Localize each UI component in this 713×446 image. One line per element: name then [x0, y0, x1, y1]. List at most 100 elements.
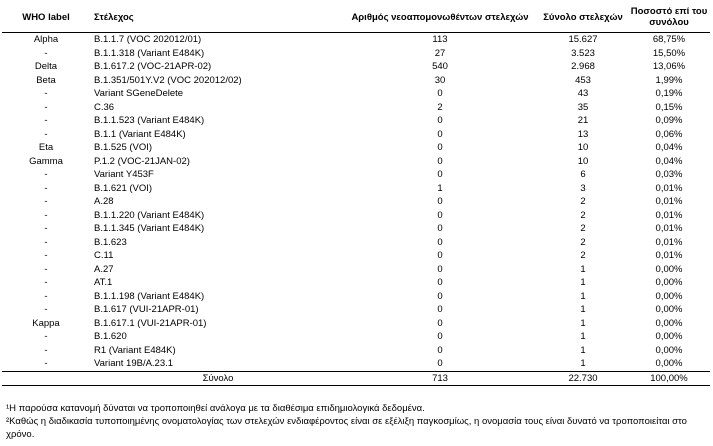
table-cell: 0: [437, 358, 443, 369]
table-cell: 0: [437, 317, 443, 329]
header-cell: Σύνολο στελεχών: [538, 2, 628, 33]
table-cell: 0: [437, 209, 443, 221]
table-cell: Variant 19B/A.23.1: [94, 358, 174, 369]
header-cell: WHO label: [2, 2, 90, 33]
header-cell: Στέλεχος: [90, 2, 342, 33]
table-cell: 0,19%: [655, 88, 683, 99]
table-cell: 15,50%: [652, 47, 686, 59]
table-cell: -: [44, 115, 48, 126]
table-cell: 0,00%: [655, 263, 683, 275]
table-row: - B.1.1.318 (Variant E484K) 27 3.523 15,50%: [2, 47, 710, 61]
table-row: - R1 (Variant E484K) 0 1 0,00%: [2, 344, 710, 358]
table-row: - Variant SGeneDelete 0 43 0,19%: [2, 87, 710, 101]
table-cell: 1: [580, 317, 586, 329]
table-cell: Gamma: [29, 155, 63, 167]
table-cell: B.1.1 (Variant E484K): [94, 128, 186, 140]
table-cell: 0,09%: [655, 115, 683, 126]
table-cell: B.1.620: [94, 331, 127, 342]
table-row: - B.1.1.523 (Variant E484K) 0 21 0,09%: [2, 114, 710, 128]
table-row: - A.27 0 1 0,00%: [2, 263, 710, 277]
table-cell: Kappa: [32, 317, 60, 329]
table-cell: 0,04%: [655, 155, 683, 167]
table-cell: 1: [580, 358, 586, 369]
table-cell: B.1.621 (VOI): [94, 182, 153, 194]
table-cell: -: [44, 101, 48, 113]
table-cell: 2: [580, 209, 586, 221]
total-row: Σύνολο 713 22.730 100,00%: [2, 370, 710, 386]
table-row: - AT.1 0 1 0,00%: [2, 276, 710, 290]
table-row: Beta B.1.351/501Y.V2 (VOC 202012/02) 30 453…: [2, 74, 710, 88]
table-cell: Delta: [34, 61, 58, 72]
table-cell: 0: [437, 344, 443, 356]
table-cell: 0,00%: [655, 358, 683, 369]
table-cell: 3: [580, 182, 586, 194]
table-cell: -: [44, 169, 48, 180]
table-row: Kappa B.1.617.1 (VUI-21APR-01) 0 1 0,00%: [2, 317, 710, 331]
table-cell: 0,00%: [655, 304, 683, 315]
table-row: - C.36 2 35 0,15%: [2, 101, 710, 115]
table-cell: -: [44, 277, 48, 288]
table-cell: 1,99%: [655, 74, 683, 86]
table-cell: 0,01%: [655, 223, 683, 234]
table-cell: 0: [437, 277, 443, 288]
table-row: - B.1.1.345 (Variant E484K) 0 2 0,01%: [2, 222, 710, 236]
footnote: ²Καθώς η διαδικασία τυποποιημένης ονοματ…: [6, 416, 687, 440]
table-cell: Alpha: [33, 34, 59, 45]
footnotes: ¹Η παρούσα κατανομή δύναται να τροποποιη…: [6, 402, 706, 441]
table-cell: 453: [575, 74, 591, 86]
table-cell: 0,15%: [655, 101, 683, 113]
table-cell: B.1.1.345 (Variant E484K): [94, 223, 205, 234]
table-cell: AT.1: [94, 277, 113, 288]
table-cell: 1: [580, 263, 586, 275]
table-cell: Eta: [38, 142, 54, 153]
table-row: - B.1.623 0 2 0,01%: [2, 236, 710, 250]
table-row: - Variant Y453F 0 6 0,03%: [2, 168, 710, 182]
table-cell: A.28: [94, 196, 114, 207]
table-row: - B.1.617 (VUI-21APR-01) 0 1 0,00%: [2, 303, 710, 317]
table-cell: 2: [580, 250, 586, 261]
table-cell: 13: [577, 128, 589, 140]
table-cell: 2: [580, 236, 586, 248]
table-cell: 13,06%: [652, 61, 686, 72]
table-cell: 1: [580, 331, 586, 342]
table-cell: B.1.1.7 (VOC 202012/01): [94, 34, 202, 45]
table-cell: [2, 370, 90, 386]
table-cell: 43: [577, 88, 589, 99]
table-cell: 0,01%: [655, 182, 683, 194]
table-cell: B.1.1.198 (Variant E484K): [94, 290, 205, 302]
table-cell: B.1.623: [94, 236, 127, 248]
table-cell: Variant Y453F: [94, 169, 154, 180]
table-row: - A.28 0 2 0,01%: [2, 195, 710, 209]
table-cell: 0: [437, 115, 443, 126]
table-row: - C.11 0 2 0,01%: [2, 249, 710, 263]
table-cell: 1: [580, 304, 586, 315]
table-cell: 1: [580, 277, 586, 288]
table-cell: -: [44, 344, 48, 356]
table-cell: 0,04%: [655, 142, 683, 153]
table-cell: B.1.525 (VOI): [94, 142, 153, 153]
table-row: Alpha B.1.1.7 (VOC 202012/01) 113 15.627 68,…: [2, 33, 710, 47]
table-cell: -: [44, 182, 48, 194]
table-cell: 0: [437, 155, 443, 167]
total-cell: 100,00%: [628, 370, 710, 386]
table-cell: -: [44, 250, 48, 261]
table-cell: 15.627: [568, 34, 598, 45]
table-cell: C.36: [94, 101, 115, 113]
table-cell: 10: [577, 142, 589, 153]
total-cell: 713: [342, 370, 538, 386]
table-cell: A.27: [94, 263, 114, 275]
table-cell: 21: [577, 115, 589, 126]
table-cell: 2: [437, 101, 443, 113]
table-cell: 0: [437, 223, 443, 234]
table-row: - B.1.1 (Variant E484K) 0 13 0,06%: [2, 128, 710, 142]
table-body: Alpha B.1.1.7 (VOC 202012/01) 113 15.627 68,…: [2, 33, 710, 386]
table-cell: -: [44, 223, 48, 234]
table-cell: B.1.1.523 (Variant E484K): [94, 115, 205, 126]
table-cell: B.1.617.1 (VUI-21APR-01): [94, 317, 207, 329]
table-cell: Variant SGeneDelete: [94, 88, 184, 99]
table-row: - B.1.1.220 (Variant E484K) 0 2 0,01%: [2, 209, 710, 223]
table-cell: 68,75%: [652, 34, 686, 45]
table-cell: 0: [437, 331, 443, 342]
table-cell: 6: [580, 169, 586, 180]
table-row: - Variant 19B/A.23.1 0 1 0,00%: [2, 357, 710, 371]
